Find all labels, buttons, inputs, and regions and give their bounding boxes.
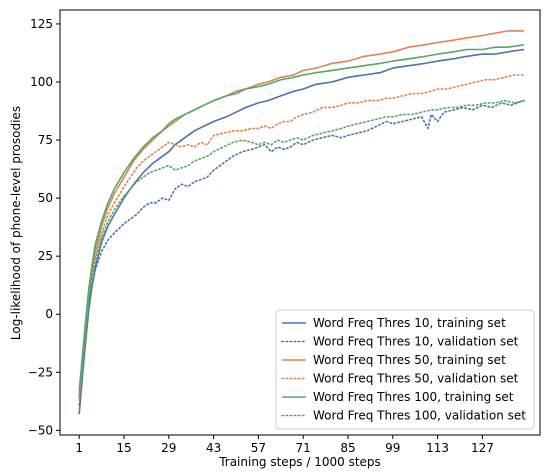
x-tick-label: 99 [385,441,400,455]
legend: Word Freq Thres 10, training set Word Fre… [275,309,535,430]
y-tick-label: 125 [30,17,53,31]
x-tick-label: 71 [296,441,311,455]
legend-label: Word Freq Thres 100, training set [313,390,514,404]
series-line-3 [78,30,524,401]
series-line-5 [78,44,525,391]
y-tick-label: −25 [28,365,53,379]
x-tick-label: 85 [340,441,355,455]
legend-box [275,309,535,430]
x-tick-label: 43 [206,441,221,455]
x-tick-label: 127 [471,441,494,455]
y-tick-label: 75 [38,133,53,147]
y-axis-ticks: −50 −25 0 25 50 75 100 125 [28,17,60,437]
y-tick-label: 25 [38,249,53,263]
x-tick-label: 1 [75,441,83,455]
series-line-6 [78,99,525,399]
series-line-1 [78,48,525,415]
y-tick-label: 100 [30,75,53,89]
y-tick-label: 50 [38,191,53,205]
legend-label: Word Freq Thres 10, validation set [313,335,519,349]
x-tick-label: 15 [116,441,131,455]
y-tick-label: 0 [45,307,53,321]
legend-label: Word Freq Thres 50, validation set [313,372,519,386]
x-axis-ticks: 1 15 29 43 57 71 85 99 113 127 [75,435,494,455]
x-axis-label: Training steps / 1000 steps [218,455,381,469]
legend-label: Word Freq Thres 50, training set [313,353,506,367]
x-tick-label: 57 [251,441,266,455]
legend-label: Word Freq Thres 100, validation set [313,409,526,423]
series-line-4 [78,74,525,397]
x-tick-label: 29 [161,441,176,455]
y-tick-label: −50 [28,423,53,437]
x-tick-label: 113 [426,441,449,455]
plot-lines [78,30,525,415]
y-axis-label: Log-likelihood of phone-level prosodies [9,106,23,340]
legend-label: Word Freq Thres 10, training set [313,316,506,330]
plot-frame [59,9,541,436]
